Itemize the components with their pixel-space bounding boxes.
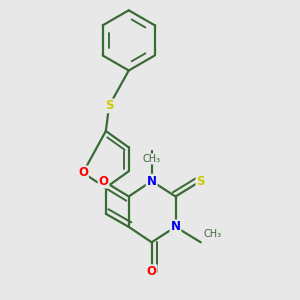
Text: S: S bbox=[196, 175, 205, 188]
Text: S: S bbox=[105, 99, 113, 112]
Text: O: O bbox=[78, 167, 88, 179]
Text: CH₃: CH₃ bbox=[142, 154, 161, 164]
Text: CH₃: CH₃ bbox=[204, 229, 222, 239]
Text: N: N bbox=[170, 220, 181, 233]
Text: O: O bbox=[98, 175, 109, 188]
Text: N: N bbox=[147, 175, 157, 188]
Text: O: O bbox=[147, 265, 157, 278]
